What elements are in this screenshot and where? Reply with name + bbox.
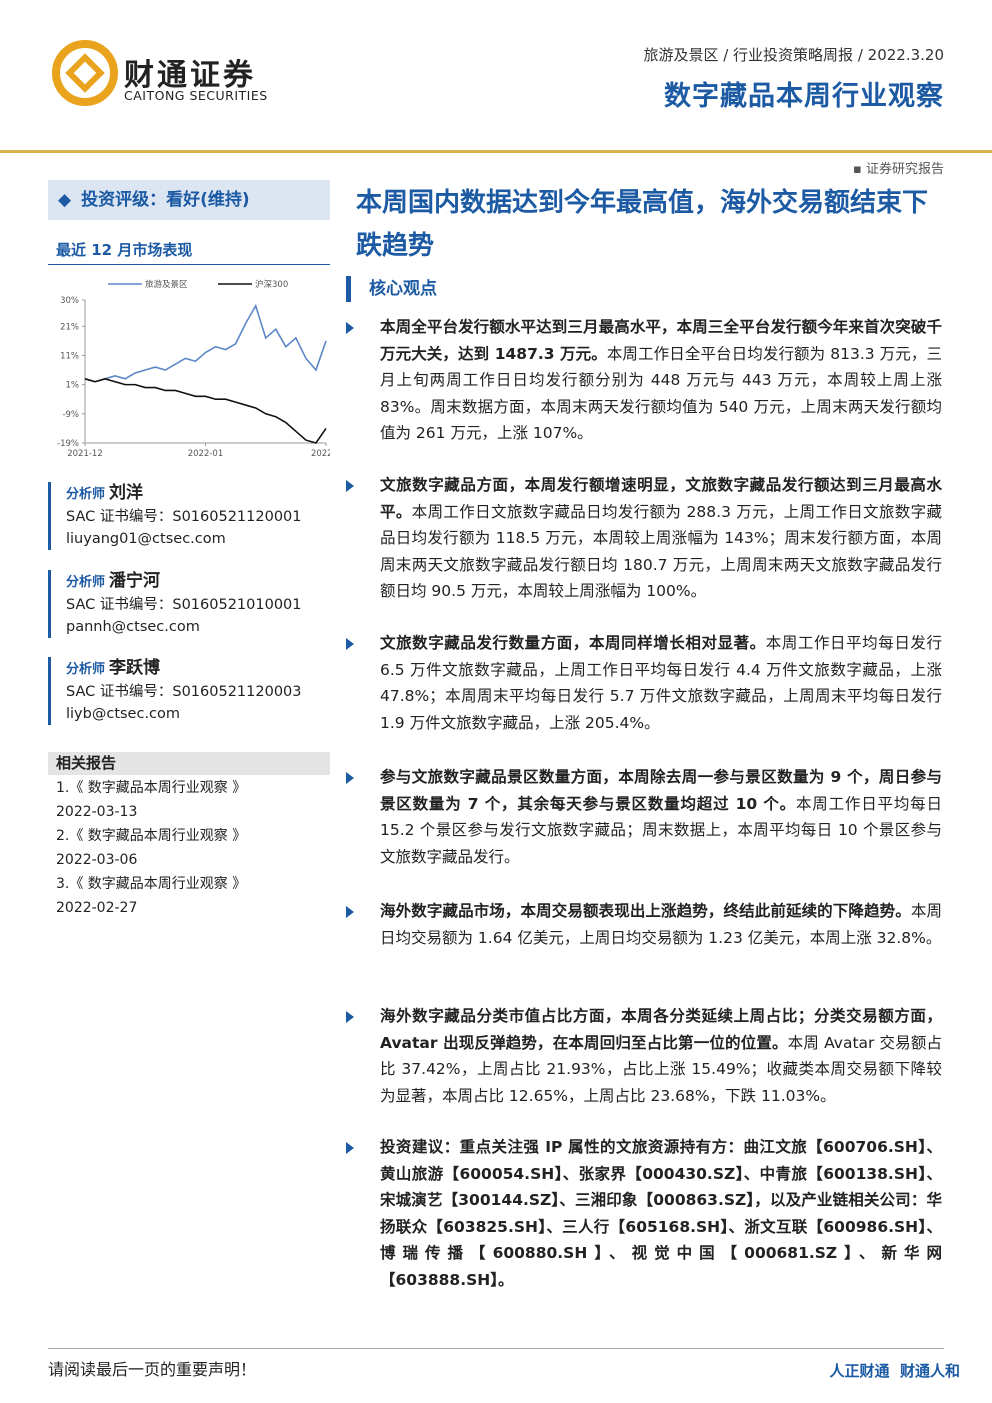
report-type-text: 证券研究报告 xyxy=(865,162,944,177)
analyst-head: 分析师 李跃博 xyxy=(66,657,302,681)
related-date: 2022-03-13 xyxy=(56,804,138,820)
x-tick-label: 2022-0 xyxy=(311,449,330,459)
series-line xyxy=(84,377,327,444)
rating-text: 投资评级：看好(维持) xyxy=(81,190,250,210)
analyst-role: 分析师 xyxy=(66,662,106,677)
analyst-role: 分析师 xyxy=(66,487,106,502)
paragraph: 海外数字藏品分类市值占比方面，本周各分类延续上周占比；分类交易额方面，Avata… xyxy=(380,1003,942,1109)
analyst-head: 分析师 潘宁河 xyxy=(66,570,302,594)
bullet xyxy=(346,322,354,334)
analyst-cert: SAC 证书编号：S0160521010001 xyxy=(66,596,302,613)
paragraph-text: 本周工作日全平台日均发行额为 813.3 万元，三月上旬两周工作日日均发行额分别… xyxy=(380,344,942,443)
analyst-cert: SAC 证书编号：S0160521120003 xyxy=(66,684,302,700)
paragraph-text: 海外数字藏品市场，本周交易额表现出上涨趋势，终结此前延续的下降趋势。 xyxy=(380,902,911,920)
paragraph-text: 本周全平台发行额水平达到三月最高水平，本周三全平台发行额今年来首次突破千万元大关… xyxy=(380,318,942,363)
paragraph-text: 文旅数字藏品方面，本周发行额增速明显，文旅数字藏品发行额达到三月最高水平。 xyxy=(380,476,942,521)
section-title: 核心观点 xyxy=(346,276,437,302)
paragraph: 投资建议：重点关注强 IP 属性的文旅资源持有方：曲江文旅【600706.SH】… xyxy=(380,1134,942,1293)
report-type: ▪ 证券研究报告 xyxy=(853,162,944,177)
y-tick-label: 21% xyxy=(60,322,79,332)
x-tick-label: 2022-01 xyxy=(188,449,224,459)
market-title: 最近 12 月市场表现 xyxy=(56,241,193,259)
x-tick-label: 2021-12 xyxy=(67,449,103,459)
paragraph-text: 本周工作日文旅数字藏品日均发行额为 288.3 万元，上周工作日文旅数字藏品日均… xyxy=(380,502,942,601)
diamond: ◆ xyxy=(58,190,72,210)
paragraph-text: 文旅数字藏品发行数量方面，本周同样增长相对显著。 xyxy=(380,634,766,652)
y-tick-label: -9% xyxy=(62,410,79,420)
paragraph-text: 投资建议：重点关注强 IP 属性的文旅资源持有方：曲江文旅【600706.SH】… xyxy=(380,1138,942,1289)
header-title: 数字藏品本周行业观察 xyxy=(664,81,944,112)
bullet xyxy=(346,638,354,650)
series-line xyxy=(84,303,327,383)
analyst-email: liuyang01@ctsec.com xyxy=(66,531,226,547)
y-tick-label: 1% xyxy=(66,381,80,391)
related-date: 2022-03-06 xyxy=(56,852,138,868)
related-date: 2022-02-27 xyxy=(56,900,138,916)
related-title: 3.《 数字藏品本周行业观察 》 xyxy=(56,876,247,892)
analyst-name: 潘宁河 xyxy=(109,570,161,591)
bullet xyxy=(346,480,354,492)
paragraph: 海外数字藏品市场，本周交易额表现出上涨趋势，终结此前延续的下降趋势。本周日均交易… xyxy=(380,898,942,951)
legend-label: 沪深300 xyxy=(255,279,288,290)
divider xyxy=(0,150,992,153)
paragraph-text: 海外数字藏品分类市值占比方面，本周各分类延续上周占比；分类交易额方面，Avata… xyxy=(380,1007,942,1052)
logo-en: CAITONG SECURITIES xyxy=(124,88,268,103)
market-chart: 30% 21% 11% 1% -9% -19%2021-12 2022-01 2022-0 旅游… xyxy=(57,279,330,459)
footer-line xyxy=(48,1348,944,1349)
logo-cn: 财通证券 xyxy=(124,58,256,93)
related-item: 3.《 数字藏品本周行业观察 》 2022-02-27 xyxy=(56,872,326,920)
related-title: 1.《 数字藏品本周行业观察 》 xyxy=(56,780,247,796)
paragraph: 本周全平台发行额水平达到三月最高水平，本周三全平台发行额今年来首次突破千万元大关… xyxy=(380,314,942,447)
paragraph-text: 本周日均交易额为 1.64 亿美元，上周日均交易额为 1.23 亿美元，本周上涨… xyxy=(380,902,942,947)
related-title: 2.《 数字藏品本周行业观察 》 xyxy=(56,828,247,844)
y-tick-label: -19% xyxy=(57,439,79,449)
footer-notice: 请阅读最后一页的重要声明！ xyxy=(48,1360,257,1379)
paragraph-text: 本周工作日平均每日 15.2 个景区参与发行文旅数字藏品；周末数据上，本周平均每… xyxy=(380,794,942,866)
analyst-email: liyb@ctsec.com xyxy=(66,706,181,722)
analyst-name: 刘洋 xyxy=(109,483,144,503)
related-title: 相关报告 xyxy=(48,752,330,775)
logo-icon xyxy=(52,40,118,106)
analyst: 分析师 李跃博 SAC 证书编号：S0160521120003 liyb@ctsec.… xyxy=(48,657,302,725)
paragraph-text: 本周 Avatar 交易额占比 37.42%，上周占比 21.93%，占比上涨 … xyxy=(380,1033,943,1105)
analyst: 分析师 刘洋 SAC 证书编号：S0160521120001 liuyang01@ct… xyxy=(48,482,302,550)
paragraph: 文旅数字藏品发行数量方面，本周同样增长相对显著。本周工作日平均每日发行 6.5 … xyxy=(380,630,942,736)
bullet xyxy=(346,1142,354,1154)
analyst-head: 分析师 刘洋 xyxy=(66,482,302,506)
analyst-email: pannh@ctsec.com xyxy=(66,618,200,635)
bullet xyxy=(346,772,354,784)
analyst-role: 分析师 xyxy=(66,574,106,590)
rule xyxy=(48,264,330,265)
y-tick-label: 30% xyxy=(60,296,79,306)
related-item: 1.《 数字藏品本周行业观察 》 2022-03-13 xyxy=(56,776,326,824)
y-tick-label: 11% xyxy=(60,351,79,361)
rating: ◆ 投资评级：看好(维持) xyxy=(48,180,330,220)
analyst-name: 李跃博 xyxy=(109,658,161,678)
analyst: 分析师 潘宁河 SAC 证书编号：S0160521010001 pannh@ctsec… xyxy=(48,569,302,638)
main-title: 本周国内数据达到今年最高值，海外交易额结束下跌趋势 xyxy=(356,188,929,261)
related-item: 2.《 数字藏品本周行业观察 》 2022-03-06 xyxy=(56,824,326,872)
paragraph-text: 参与文旅数字藏品景区数量方面，本周除去周一参与景区数量为 9 个，周日参与景区数… xyxy=(380,768,942,813)
paragraph-text: 本周工作日平均每日发行 6.5 万件文旅数字藏品，上周工作日平均每日发行 4.4… xyxy=(380,634,942,732)
bullet xyxy=(346,906,354,918)
analyst-cert: SAC 证书编号：S0160521120001 xyxy=(66,509,302,525)
legend-label: 旅游及景区 xyxy=(145,279,188,290)
header-category: 旅游及景区 / 行业投资策略周报 / 2022.3.20 xyxy=(643,46,944,64)
bullet xyxy=(346,1011,354,1023)
paragraph: 参与文旅数字藏品景区数量方面，本周除去周一参与景区数量为 9 个，周日参与景区数… xyxy=(380,764,942,870)
paragraph: 文旅数字藏品方面，本周发行额增速明显，文旅数字藏品发行额达到三月最高水平。本周工… xyxy=(380,472,942,605)
footer-slogan: 人正财通 财通人和 xyxy=(829,1362,960,1380)
